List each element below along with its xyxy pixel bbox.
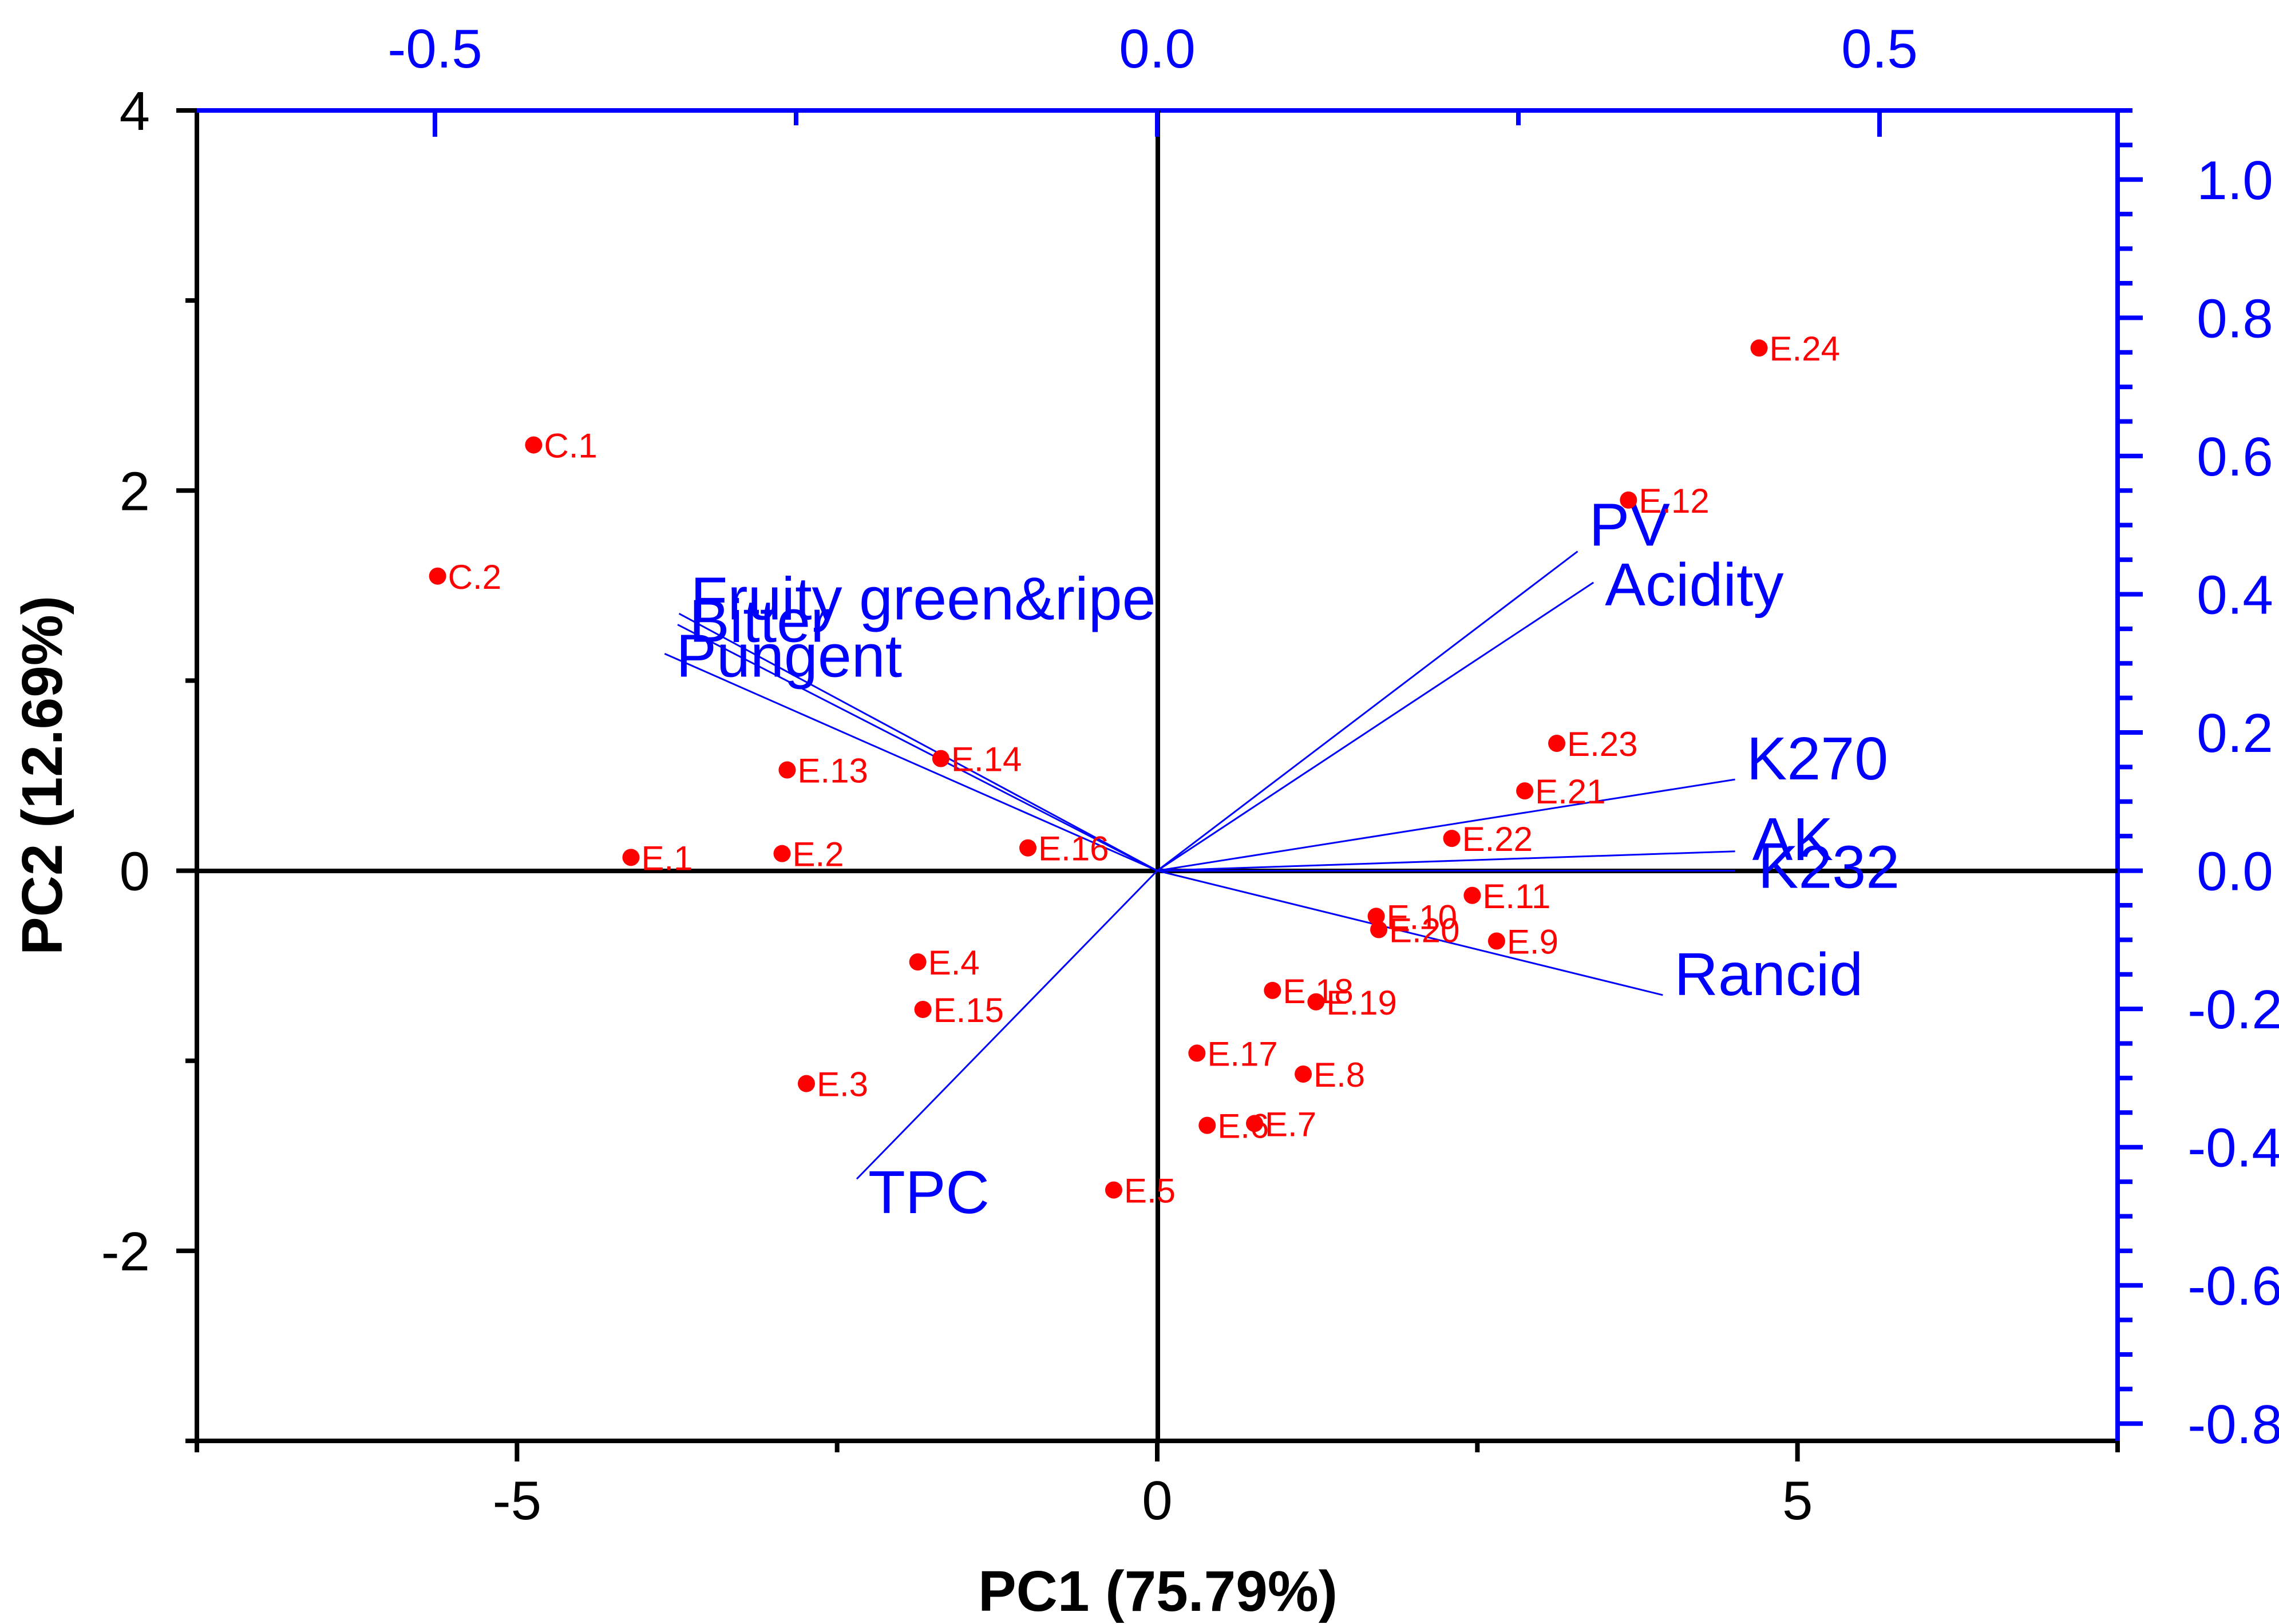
score-point <box>1463 886 1481 904</box>
loading-vector <box>677 624 1158 872</box>
score-point <box>1307 993 1325 1011</box>
score-point <box>914 1001 932 1019</box>
loading-label: K232 <box>1758 834 1900 901</box>
point-label: E.10 <box>1387 898 1457 936</box>
x-tick-label: -5 <box>493 1470 541 1531</box>
point-label: E.12 <box>1639 482 1709 520</box>
bottom-axis-ticks: -5 0 5 <box>195 1441 2120 1531</box>
right-tick-label: -0.6 <box>2187 1255 2279 1317</box>
score-point <box>1548 735 1566 752</box>
point-label: E.23 <box>1567 725 1637 763</box>
point-label: C.2 <box>448 558 501 596</box>
loading-vector <box>1157 870 1663 996</box>
score-point <box>429 567 446 585</box>
score-points: C.1C.2E.1 E.2E.3E.4E.5E.6E.7E.8E.9E.10E.1… <box>429 330 1840 1210</box>
score-point <box>1367 908 1385 925</box>
point-label: E.14 <box>951 740 1022 779</box>
score-point <box>1188 1044 1206 1062</box>
loading-label: TPC <box>868 1159 990 1226</box>
score-point <box>1370 921 1388 938</box>
loading-vector <box>1157 778 1735 872</box>
loading-vector <box>1157 850 1735 872</box>
point-label: E.9 <box>1507 922 1558 961</box>
y-tick-label: 0 <box>120 841 150 902</box>
loading-label: Bitter <box>689 588 830 655</box>
y-tick-label: -2 <box>101 1221 150 1282</box>
score-point <box>1487 932 1505 950</box>
point-label: E.5 <box>1124 1172 1176 1210</box>
score-point <box>773 845 791 862</box>
x-tick-label: 5 <box>1782 1470 1813 1531</box>
score-point <box>622 849 640 866</box>
score-point <box>797 1075 815 1092</box>
loading-label: Fruity green&ripe <box>691 565 1156 632</box>
score-point <box>909 953 927 971</box>
score-point <box>1295 1065 1312 1083</box>
point-label: E.24 <box>1770 330 1840 368</box>
score-point <box>1105 1181 1122 1199</box>
score-point <box>1019 839 1037 857</box>
y-tick-label: 2 <box>120 461 150 522</box>
point-label: E.3 <box>817 1065 868 1104</box>
score-point <box>932 750 949 767</box>
score-point <box>525 436 543 454</box>
score-point <box>1620 491 1637 509</box>
right-tick-label: 0.6 <box>2197 426 2273 488</box>
point-label: E.4 <box>928 944 980 982</box>
loading-label: K270 <box>1747 725 1889 793</box>
right-tick-label: 0.8 <box>2197 288 2273 349</box>
point-label: E.22 <box>1462 820 1533 858</box>
top-tick-label: -0.5 <box>387 18 482 80</box>
y-tick-label: 4 <box>120 81 150 142</box>
point-label: E.21 <box>1535 773 1605 811</box>
top-tick-label: 0.0 <box>1119 18 1195 80</box>
point-label: E.13 <box>797 752 868 790</box>
top-axis-ticks: -0.5 0.0 0.5 <box>387 18 1918 137</box>
x-axis-title: PC1 (75.79%) <box>978 1559 1338 1623</box>
score-point <box>1198 1116 1216 1134</box>
point-label: E.15 <box>933 991 1004 1029</box>
point-label: E.20 <box>1389 912 1459 950</box>
loading-label: Acidity <box>1605 551 1783 619</box>
loading-vector <box>1157 581 1594 872</box>
right-tick-label: 1.0 <box>2197 150 2273 211</box>
loading-vector <box>1157 550 1578 872</box>
right-tick-label: -0.4 <box>2187 1118 2279 1179</box>
top-tick-label: 0.5 <box>1841 18 1917 80</box>
right-tick-label: 0.0 <box>2197 841 2273 902</box>
score-point <box>1264 981 1281 999</box>
point-label: E.17 <box>1207 1035 1277 1073</box>
score-point <box>1750 339 1768 357</box>
point-label: E.19 <box>1326 984 1396 1022</box>
y-axis-title: PC2 (12.69%) <box>10 596 74 955</box>
score-point <box>778 761 796 779</box>
loading-vector <box>664 652 1158 872</box>
loading-label: Pungent <box>676 622 902 690</box>
score-point <box>1246 1115 1264 1132</box>
right-tick-label: -0.8 <box>2187 1394 2279 1455</box>
x-tick-label: 0 <box>1142 1470 1172 1531</box>
right-tick-label: -0.2 <box>2187 979 2279 1040</box>
point-label: E.7 <box>1265 1105 1316 1143</box>
point-label: E.11 <box>1482 877 1550 916</box>
loading-vector <box>856 870 1158 1180</box>
point-label: E.16 <box>1038 830 1109 868</box>
loading-label: AK <box>1752 806 1833 873</box>
point-label: E.1 <box>641 839 693 877</box>
point-label: E.2 <box>792 835 844 874</box>
point-label: E.8 <box>1313 1056 1365 1094</box>
loading-vector <box>678 612 1158 872</box>
score-point <box>1516 782 1534 800</box>
right-axis-ticks: 1.0 0.8 0.6 0.4 0.2 0.0 -0.2 -0.4 -0.6 -0.8 <box>2118 108 2279 1455</box>
score-point <box>1443 830 1461 847</box>
point-label: C.1 <box>544 427 597 465</box>
right-tick-label: 0.2 <box>2197 703 2273 764</box>
right-tick-label: 0.4 <box>2197 564 2273 625</box>
loading-label: Rancid <box>1674 941 1863 1008</box>
left-axis-ticks: -2 0 2 4 <box>101 81 197 1443</box>
